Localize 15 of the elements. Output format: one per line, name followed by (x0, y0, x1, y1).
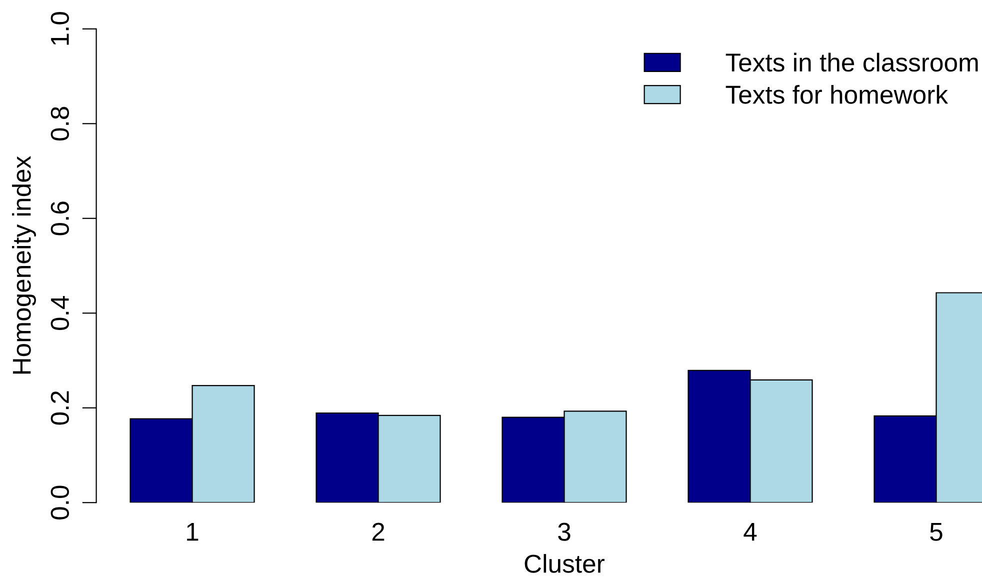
y-tick-label: 0.0 (50, 486, 69, 520)
x-tick-label: 5 (930, 522, 942, 541)
legend-label: Texts for homework (726, 84, 948, 104)
y-tick-label: 0.6 (50, 202, 69, 236)
x-tick-label: 4 (744, 522, 757, 541)
x-tick-label: 1 (187, 522, 198, 541)
y-tick-label: 0.2 (50, 391, 69, 425)
y-axis-title: Homogeneity index (12, 156, 36, 374)
x-axis-title: Cluster (524, 554, 604, 573)
y-tick-label: 0.8 (50, 106, 69, 140)
legend-label: Texts in the classroom (726, 52, 978, 72)
y-tick-label: 1.0 (50, 12, 69, 45)
y-tick-label: 0.4 (50, 296, 69, 330)
x-tick-label: 3 (558, 522, 570, 541)
x-tick-label: 2 (372, 522, 384, 541)
